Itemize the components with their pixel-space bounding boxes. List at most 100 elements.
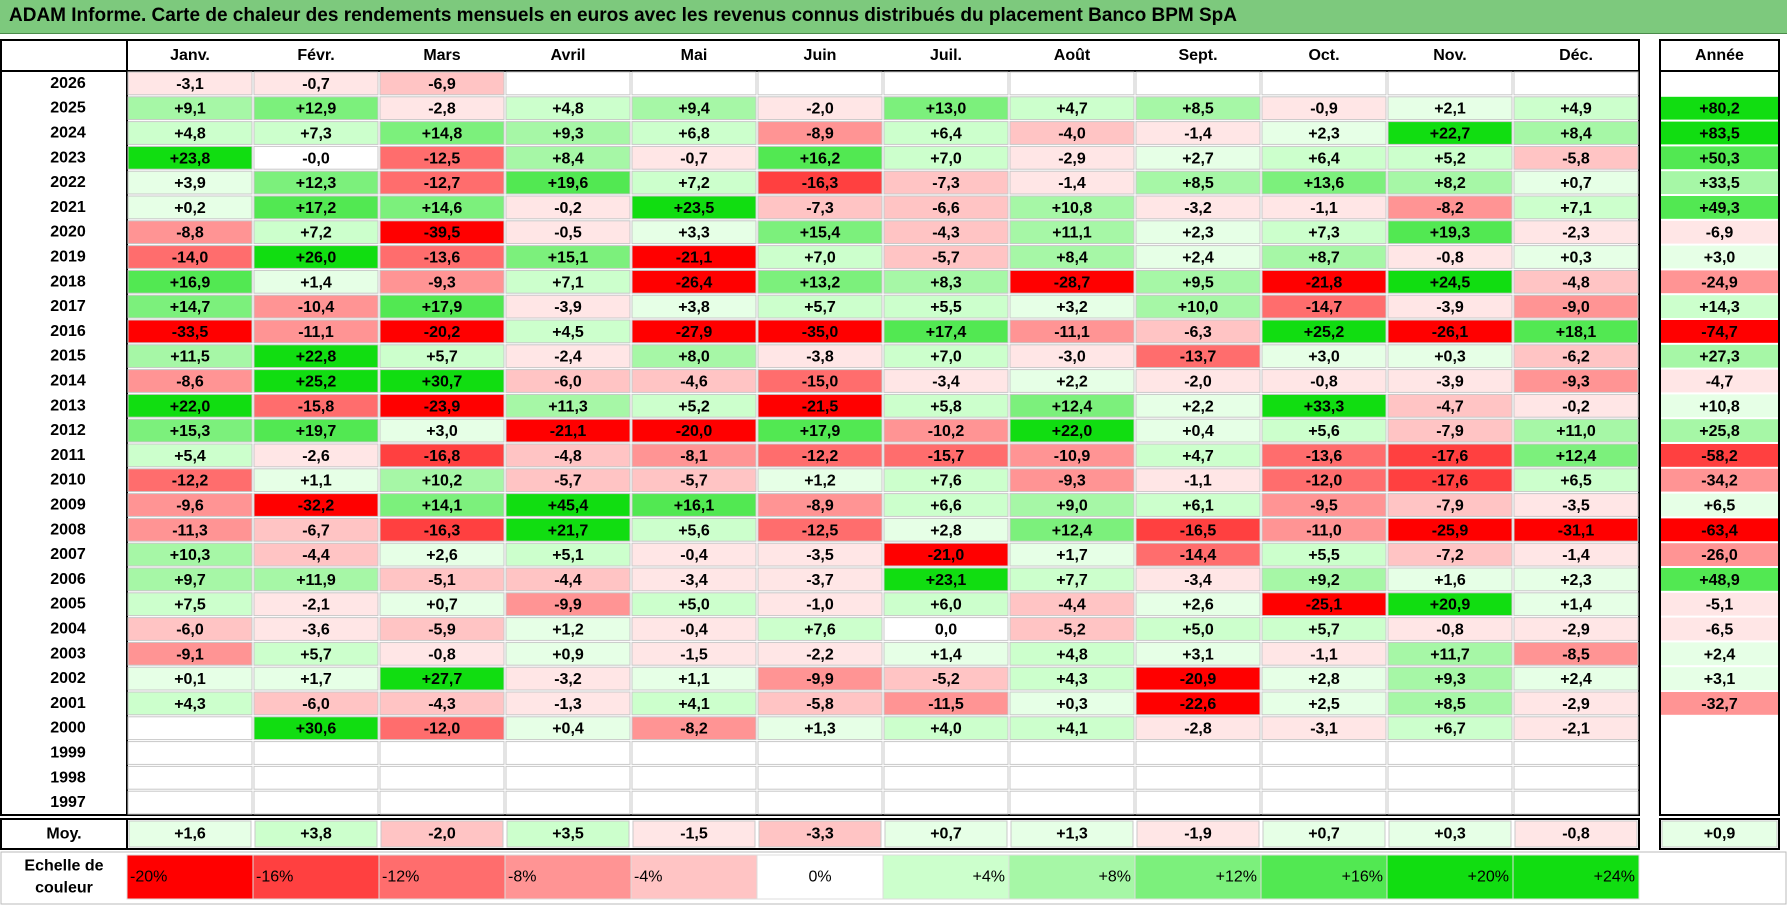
cell-value: +6,8 [678,126,710,143]
heatmap-cell [128,717,252,740]
cell-value: -20,0 [676,423,713,440]
cell-value: +10,8 [1052,200,1093,217]
cell-value: +27,7 [422,671,463,688]
cell-value: -2,9 [1562,696,1590,713]
cell-value: -3,4 [1184,572,1212,589]
cell-value: +12,4 [1052,398,1093,415]
cell-value: +15,4 [800,225,841,242]
cell-value: -3,5 [806,547,834,564]
month-header: Mars [423,47,460,64]
year-total-value: -34,2 [1701,473,1738,490]
cell-value: -4,8 [1562,274,1590,291]
cell-value: -0,2 [1562,398,1590,415]
cell-value: +4,7 [1182,448,1214,465]
cell-value: +2,1 [1434,101,1466,118]
cell-value: -8,9 [806,126,834,143]
cell-value: -14,4 [1180,547,1217,564]
cell-value: +2,2 [1056,374,1088,391]
cell-value: -12,2 [802,448,839,465]
cell-value: -0,8 [428,646,456,663]
heatmap-cell [884,766,1008,789]
cell-value: -6,0 [176,622,204,639]
cell-value: +11,0 [1556,423,1596,440]
cell-value: -0,2 [554,200,582,217]
cell-value: -21,1 [550,423,587,440]
row-year-label: 2024 [50,125,86,142]
cell-value: -2,9 [1562,622,1590,639]
cell-value: +7,3 [1308,225,1340,242]
cell-value: +16,1 [674,498,715,515]
scale-value: +8% [1099,869,1131,886]
cell-value: -2,1 [1562,721,1590,738]
cell-value: -3,0 [1058,349,1086,366]
year-total-value: +10,8 [1699,398,1740,415]
cell-value: -8,1 [680,448,708,465]
cell-value: +2,7 [1182,150,1214,167]
cell-value: -0,5 [554,225,582,242]
cell-value: +7,2 [678,175,710,192]
cell-value: -3,4 [932,374,960,391]
year-total-value: +49,3 [1699,200,1740,217]
scale-value: +20% [1468,869,1509,886]
row-year-label: 2008 [50,521,86,538]
row-year-label: 2022 [50,174,86,191]
cell-value: -9,3 [1562,374,1590,391]
cell-value: -3,8 [806,349,834,366]
cell-value: +7,7 [1056,572,1088,589]
cell-value: +0,7 [1560,175,1592,192]
year-total-value: -5,1 [1706,597,1734,614]
year-total-value: -58,2 [1701,448,1738,465]
cell-value: -3,9 [554,299,582,316]
heatmap-cell [380,766,504,789]
row-year-label: 2014 [50,373,86,390]
cell-value: -5,8 [1562,150,1590,167]
cell-value: +8,4 [552,150,584,167]
cell-value: +3,0 [426,423,458,440]
cell-value: -9,9 [554,597,582,614]
cell-value: +2,3 [1308,126,1340,143]
cell-value: -39,5 [424,225,461,242]
cell-value: +10,0 [1178,299,1219,316]
cell-value: +12,4 [1556,448,1597,465]
cell-value: -1,1 [1184,473,1212,490]
cell-value: +7,1 [552,274,584,291]
cell-value: +0,9 [552,646,584,663]
cell-value: -3,9 [1436,299,1464,316]
cell-value: -22,6 [1180,696,1217,713]
cell-value: +25,2 [1304,324,1345,341]
cell-value: -1,1 [1310,200,1338,217]
cell-value: +12,9 [296,101,337,118]
cell-value: -35,0 [802,324,839,341]
heatmap-cell [1388,766,1512,789]
cell-value: +15,1 [548,250,589,267]
year-total-cell [1661,766,1778,789]
year-total-cell [1661,791,1778,814]
cell-value: -6,6 [932,200,960,217]
cell-value: -5,2 [932,671,960,688]
row-year-label: 2005 [50,596,86,613]
cell-value: +1,4 [300,274,332,291]
cell-value: +5,7 [804,299,836,316]
cell-value: -3,4 [680,572,708,589]
heatmap-cell [1262,72,1386,95]
heatmap-cell [1010,766,1134,789]
avg-value: +1,6 [174,826,206,843]
cell-value: -3,1 [176,76,204,93]
cell-value: +25,2 [296,374,337,391]
cell-value: -15,8 [298,398,335,415]
cell-value: +16,2 [800,150,841,167]
cell-value: +2,4 [1182,250,1214,267]
month-header: Août [1054,47,1091,64]
heatmap-cell [506,742,630,765]
row-year-label: 2001 [50,695,86,712]
cell-value: -11,1 [298,324,334,341]
cell-value: -3,9 [1436,374,1464,391]
cell-value: -3,5 [1562,498,1590,515]
cell-value: +5,4 [174,448,206,465]
scale-value: -8% [508,869,536,886]
cell-value: 0,0 [935,622,957,639]
cell-value: +13,6 [1304,175,1345,192]
cell-value: +19,6 [548,175,589,192]
heatmap-cell [128,791,252,814]
cell-value: +0,7 [426,597,458,614]
